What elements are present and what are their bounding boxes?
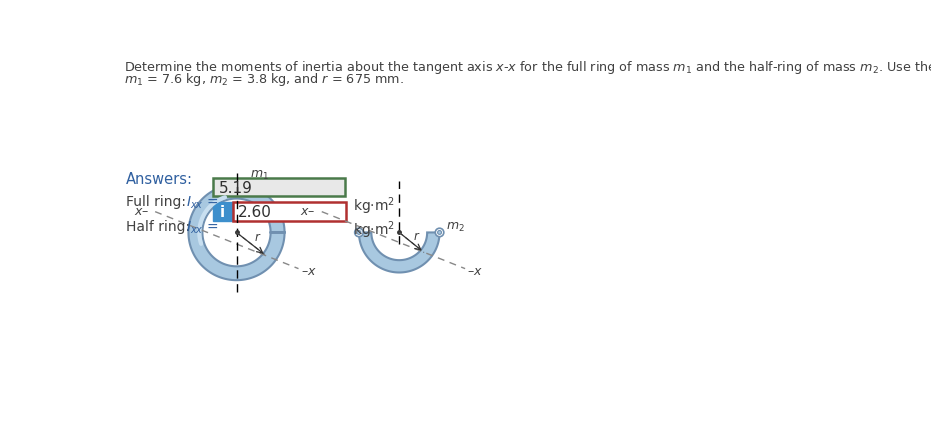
Text: Determine the moments of inertia about the tangent axis $x$-$x$ for the full rin: Determine the moments of inertia about t… [124,58,931,76]
Text: $m_1$: $m_1$ [250,169,269,181]
Text: Answers:: Answers: [126,172,193,187]
Text: $I_{xx}$ =: $I_{xx}$ = [186,194,219,211]
Text: $m_1$ = 7.6 kg, $m_2$ = 3.8 kg, and $r$ = 675 mm.: $m_1$ = 7.6 kg, $m_2$ = 3.8 kg, and $r$ … [124,71,404,88]
Text: 2.60: 2.60 [238,205,272,220]
Text: $r$: $r$ [413,229,421,242]
PathPatch shape [188,185,285,280]
Text: kg·m$^2$: kg·m$^2$ [353,194,395,216]
Circle shape [436,229,444,237]
Text: kg·m$^2$: kg·m$^2$ [353,219,395,241]
FancyBboxPatch shape [213,178,345,197]
FancyBboxPatch shape [233,203,345,221]
Text: $I_{xx}$ =: $I_{xx}$ = [186,219,219,236]
Text: –$x$: –$x$ [301,264,317,277]
Text: –$x$: –$x$ [467,264,483,277]
Text: Half ring:: Half ring: [126,219,190,233]
Text: $x$–: $x$– [300,204,316,217]
Circle shape [355,229,363,237]
Text: $x$–: $x$– [133,204,149,217]
Text: $m_2$: $m_2$ [446,220,465,233]
Text: $r$: $r$ [253,230,261,243]
Text: 5.19: 5.19 [219,180,252,195]
Circle shape [357,231,361,235]
FancyBboxPatch shape [213,203,232,221]
Text: Full ring:: Full ring: [126,194,185,209]
PathPatch shape [359,233,439,273]
Text: i: i [220,205,225,220]
Circle shape [438,231,441,235]
